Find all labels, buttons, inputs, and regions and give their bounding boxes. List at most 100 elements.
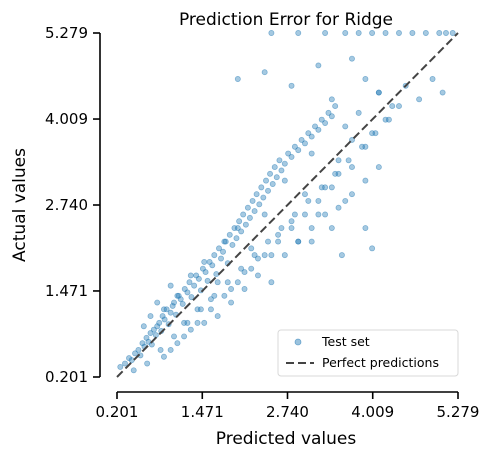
scatter-point [422,30,429,36]
scatter-point [385,116,392,123]
scatter-point [278,225,285,231]
scatter-point [169,302,176,309]
scatter-point [216,245,222,252]
scatter-point [269,181,276,187]
scatter-point [271,164,278,171]
scatter-point [342,30,349,36]
scatter-point [332,170,339,177]
scatter-point [157,347,164,353]
scatter-point [201,319,208,326]
scatter-point [409,30,416,36]
scatter-point [224,279,231,286]
scatter-point [179,300,186,307]
scatter-point [302,191,308,198]
scatter-point [214,313,221,320]
scatter-point [167,309,174,316]
scatter-point [202,269,209,276]
scatter-point [187,272,194,279]
scatter-point [375,164,382,171]
scatter-point [240,211,247,218]
scatter-point [191,282,198,289]
scatter-point [268,279,275,286]
scatter-point [174,340,181,347]
scatter-point [335,157,342,164]
scatter-point [349,191,355,198]
scatter-point [275,238,282,245]
scatter-point [362,225,369,231]
scatter-point [308,238,315,245]
scatter-point [246,214,253,221]
scatter-point [128,357,135,364]
scatter-point [281,252,288,259]
scatter-point [265,187,271,194]
scatter-point [342,123,349,130]
scatter-point [315,197,322,204]
scatter-point [154,299,161,306]
scatter-point [322,211,329,218]
scatter-point [291,211,298,218]
scatter-point [228,299,235,306]
scatter-point [267,170,273,177]
scatter-point [328,96,335,103]
y-tick-label: 1.471 [45,282,88,300]
scatter-point [295,30,302,36]
scatter-point [449,30,456,36]
scatter-point [265,238,271,245]
scatter-point [372,130,379,137]
scatter-point [171,333,177,340]
scatter-point [439,89,446,96]
scatter-point [281,160,288,167]
scatter-point [241,286,248,292]
scatter-point [244,204,251,211]
scatter-point [195,275,202,282]
scatter-point [288,225,295,231]
scatter-point [308,150,315,157]
scatter-point [332,103,339,110]
scatter-point [251,208,258,215]
scatter-point [288,218,295,225]
legend-label-perfect-predictions: Perfect predictions [322,355,439,370]
scatter-point [349,55,355,62]
scatter-point [174,292,181,299]
scatter-point [338,252,345,259]
scatter-point [322,30,329,36]
scatter-point [328,113,335,120]
scatter-point [268,30,275,36]
scatter-point [315,62,322,69]
scatter-point [140,323,147,330]
scatter-point [236,218,243,225]
y-tick-label: 2.740 [45,196,88,214]
scatter-point [147,313,154,320]
scatter-point [263,177,269,184]
scatter-point [328,225,335,231]
scatter-point [369,30,376,36]
scatter-point [261,252,268,259]
scatter-point [233,235,240,242]
scatter-point [355,109,362,116]
scatter-point [302,211,308,218]
y-tick-label: 0.201 [45,368,88,386]
scatter-point [248,245,255,252]
scatter-point [234,279,241,286]
scatter-point [345,157,352,164]
scatter-point [181,333,188,340]
scatter-point [229,242,236,248]
scatter-point [375,89,382,96]
scatter-point [194,319,201,326]
scatter-point [154,323,161,330]
scatter-point [161,316,168,323]
scatter-point [248,265,255,272]
x-tick-label: 0.201 [96,403,139,421]
scatter-point [209,262,216,269]
scatter-point [214,279,221,286]
scatter-point [261,69,268,76]
scatter-point [144,360,151,367]
scatter-point [197,306,204,313]
scatter-point [184,319,191,326]
scatter-point [288,82,295,89]
scatter-point [226,231,233,238]
scatter-point [436,30,443,36]
scatter-point [276,157,283,164]
scatter-point [416,96,423,103]
